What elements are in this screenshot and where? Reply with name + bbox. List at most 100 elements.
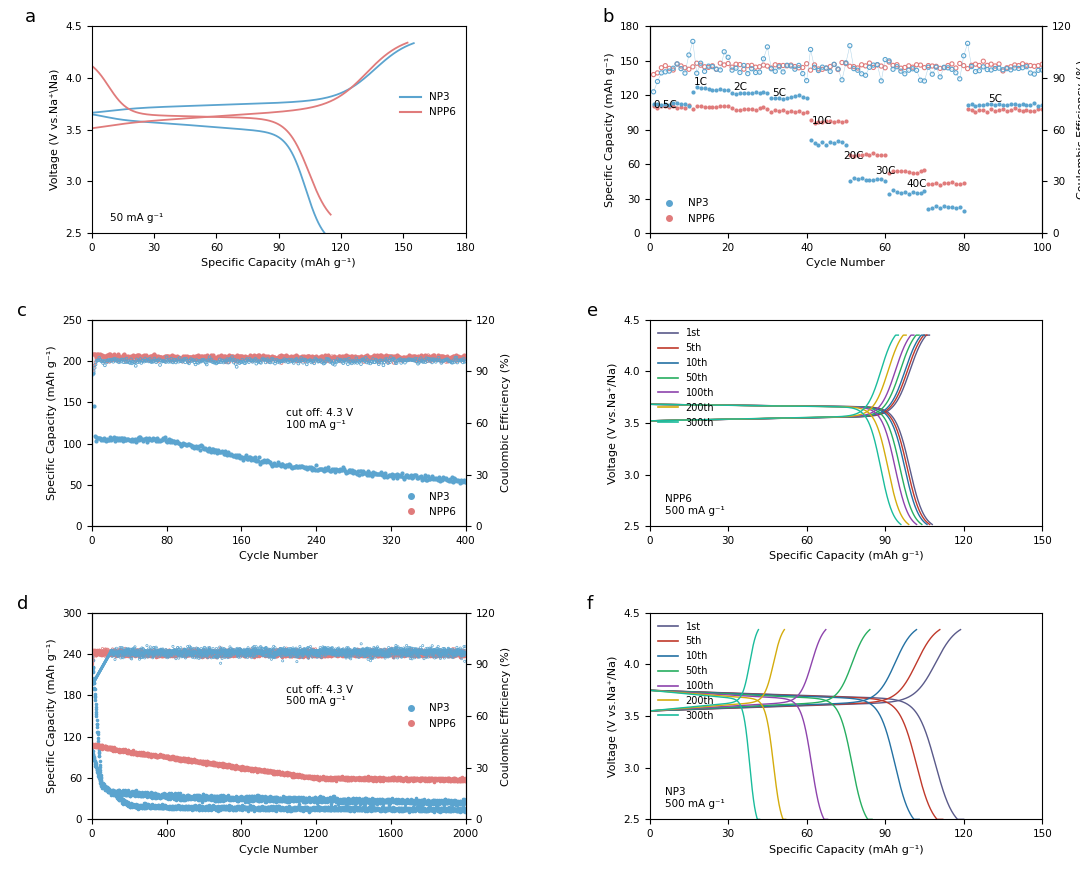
Point bbox=[205, 788, 222, 803]
Point bbox=[309, 648, 326, 663]
Point bbox=[285, 803, 302, 817]
Point bbox=[426, 648, 443, 662]
Point bbox=[270, 643, 287, 657]
Point bbox=[257, 647, 274, 661]
Point bbox=[314, 354, 332, 368]
Point bbox=[445, 647, 462, 661]
Point bbox=[241, 791, 258, 805]
Point bbox=[208, 649, 226, 663]
Point bbox=[442, 350, 459, 364]
Point bbox=[215, 756, 232, 770]
Point bbox=[103, 785, 120, 799]
Point bbox=[213, 791, 230, 805]
Point bbox=[190, 790, 207, 804]
Point bbox=[333, 647, 350, 661]
Point bbox=[146, 787, 163, 801]
Point bbox=[291, 766, 308, 781]
Point bbox=[105, 643, 122, 657]
Point bbox=[229, 802, 246, 816]
Point bbox=[367, 650, 384, 664]
Point bbox=[175, 789, 192, 803]
Point bbox=[400, 803, 417, 817]
Point bbox=[264, 644, 281, 658]
Point bbox=[177, 648, 194, 662]
Point bbox=[226, 759, 243, 774]
Point bbox=[429, 803, 446, 817]
Point bbox=[393, 803, 410, 817]
Point bbox=[294, 803, 311, 817]
Point bbox=[348, 644, 365, 658]
Point bbox=[357, 791, 375, 805]
Point bbox=[89, 669, 106, 683]
Point bbox=[247, 762, 265, 776]
Point bbox=[242, 791, 259, 805]
Point bbox=[381, 646, 399, 660]
Point bbox=[307, 803, 324, 817]
Point bbox=[268, 646, 285, 660]
Point bbox=[360, 773, 377, 787]
Point bbox=[400, 643, 417, 657]
Point bbox=[203, 645, 220, 659]
Point bbox=[396, 351, 414, 365]
Point bbox=[810, 137, 827, 152]
Point bbox=[291, 649, 308, 663]
Point bbox=[233, 646, 251, 660]
Point bbox=[346, 802, 363, 816]
Point bbox=[382, 772, 400, 786]
Point bbox=[89, 350, 106, 364]
Point bbox=[171, 351, 188, 365]
Point bbox=[143, 801, 160, 815]
Point bbox=[113, 648, 131, 662]
Point bbox=[450, 773, 468, 787]
Point bbox=[302, 793, 320, 807]
Point bbox=[416, 351, 433, 365]
Point bbox=[341, 644, 359, 658]
Point bbox=[388, 648, 405, 663]
Point bbox=[292, 767, 309, 781]
Point bbox=[347, 645, 364, 659]
Point bbox=[243, 802, 260, 816]
Point bbox=[390, 772, 407, 786]
Point bbox=[267, 647, 284, 661]
Point bbox=[320, 800, 337, 814]
Point bbox=[129, 799, 146, 813]
Point bbox=[294, 648, 311, 662]
Point bbox=[207, 789, 225, 803]
Point bbox=[151, 645, 168, 659]
Point bbox=[103, 742, 120, 756]
Point bbox=[443, 643, 460, 657]
Point bbox=[433, 795, 450, 809]
Point bbox=[454, 796, 471, 811]
Point bbox=[160, 648, 177, 662]
Point bbox=[90, 765, 107, 779]
Point bbox=[295, 646, 312, 660]
Point bbox=[87, 670, 105, 685]
Point bbox=[355, 649, 373, 663]
Point bbox=[150, 643, 167, 657]
Point bbox=[287, 792, 305, 806]
Point bbox=[176, 752, 193, 766]
Point bbox=[231, 647, 248, 661]
Point bbox=[167, 355, 185, 369]
Point bbox=[235, 644, 253, 658]
Point bbox=[106, 787, 123, 801]
Point bbox=[123, 648, 140, 662]
Point bbox=[158, 789, 175, 803]
Point bbox=[206, 647, 224, 661]
Point bbox=[134, 646, 151, 660]
Point bbox=[333, 644, 350, 658]
Point bbox=[303, 802, 321, 816]
Point bbox=[352, 795, 369, 809]
Point bbox=[377, 648, 394, 662]
Point bbox=[226, 759, 243, 773]
Point bbox=[365, 351, 382, 365]
Point bbox=[747, 60, 765, 74]
Point bbox=[430, 646, 447, 660]
Point bbox=[235, 647, 253, 661]
Point bbox=[167, 802, 185, 816]
Point bbox=[163, 648, 180, 662]
Point bbox=[206, 647, 224, 661]
Point bbox=[260, 648, 278, 662]
Point bbox=[144, 748, 161, 762]
Point bbox=[307, 648, 324, 663]
